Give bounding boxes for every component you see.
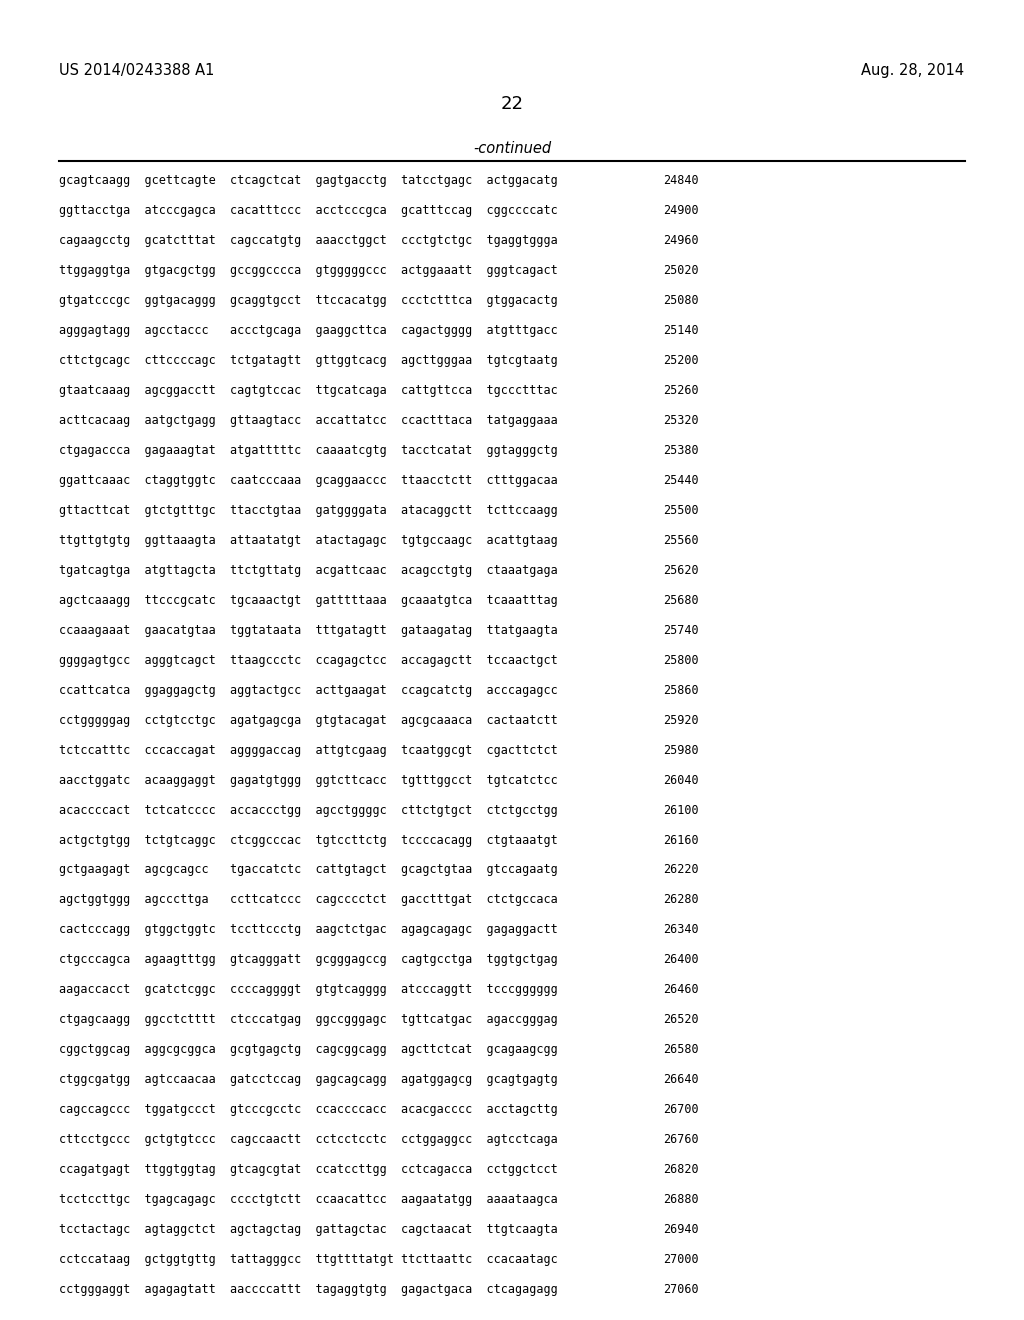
- Text: ccaaagaaat  gaacatgtaa  tggtataata  tttgatagtt  gataagatag  ttatgaagta: ccaaagaaat gaacatgtaa tggtataata tttgata…: [59, 624, 558, 636]
- Text: cactcccagg  gtggctggtc  tccttccctg  aagctctgac  agagcagagc  gagaggactt: cactcccagg gtggctggtc tccttccctg aagctct…: [59, 924, 558, 936]
- Text: 25980: 25980: [664, 743, 699, 756]
- Text: agggagtagg  agcctaccc   accctgcaga  gaaggcttca  cagactgggg  atgtttgacc: agggagtagg agcctaccc accctgcaga gaaggctt…: [59, 325, 558, 337]
- Text: gcagtcaagg  gcettcagte  ctcagctcat  gagtgacctg  tatcctgagc  actggacatg: gcagtcaagg gcettcagte ctcagctcat gagtgac…: [59, 174, 558, 187]
- Text: 25680: 25680: [664, 594, 699, 607]
- Text: ctgagaccca  gagaaagtat  atgatttttc  caaaatcgtg  tacctcatat  ggtagggctg: ctgagaccca gagaaagtat atgatttttc caaaatc…: [59, 444, 558, 457]
- Text: ttgttgtgtg  ggttaaagta  attaatatgt  atactagagc  tgtgccaagc  acattgtaag: ttgttgtgtg ggttaaagta attaatatgt atactag…: [59, 533, 558, 546]
- Text: cagaagcctg  gcatctttat  cagccatgtg  aaacctggct  ccctgtctgc  tgaggtggga: cagaagcctg gcatctttat cagccatgtg aaacctg…: [59, 234, 558, 247]
- Text: ctgagcaagg  ggcctctttt  ctcccatgag  ggccgggagc  tgttcatgac  agaccgggag: ctgagcaagg ggcctctttt ctcccatgag ggccggg…: [59, 1014, 558, 1027]
- Text: 26400: 26400: [664, 953, 699, 966]
- Text: gtgatcccgc  ggtgacaggg  gcaggtgcct  ttccacatgg  ccctctttca  gtggacactg: gtgatcccgc ggtgacaggg gcaggtgcct ttccaca…: [59, 294, 558, 308]
- Text: aacctggatc  acaaggaggt  gagatgtggg  ggtcttcacc  tgtttggcct  tgtcatctcc: aacctggatc acaaggaggt gagatgtggg ggtcttc…: [59, 774, 558, 787]
- Text: cttctgcagc  cttccccagc  tctgatagtt  gttggtcacg  agcttgggaa  tgtcgtaatg: cttctgcagc cttccccagc tctgatagtt gttggtc…: [59, 354, 558, 367]
- Text: 24960: 24960: [664, 234, 699, 247]
- Text: 26760: 26760: [664, 1133, 699, 1146]
- Text: agctcaaagg  ttcccgcatc  tgcaaactgt  gatttttaaa  gcaaatgtca  tcaaatttag: agctcaaagg ttcccgcatc tgcaaactgt gattttt…: [59, 594, 558, 607]
- Text: 24840: 24840: [664, 174, 699, 187]
- Text: agctggtggg  agcccttga   ccttcatccc  cagcccctct  gacctttgat  ctctgccaca: agctggtggg agcccttga ccttcatccc cagcccct…: [59, 894, 558, 907]
- Text: ctgcccagca  agaagtttgg  gtcagggatt  gcgggagccg  cagtgcctga  tggtgctgag: ctgcccagca agaagtttgg gtcagggatt gcgggag…: [59, 953, 558, 966]
- Text: cctgggaggt  agagagtatt  aaccccattt  tagaggtgtg  gagactgaca  ctcagagagg: cctgggaggt agagagtatt aaccccattt tagaggt…: [59, 1283, 558, 1296]
- Text: 26280: 26280: [664, 894, 699, 907]
- Text: 26820: 26820: [664, 1163, 699, 1176]
- Text: 26460: 26460: [664, 983, 699, 997]
- Text: gtaatcaaag  agcggacctt  cagtgtccac  ttgcatcaga  cattgttcca  tgccctttac: gtaatcaaag agcggacctt cagtgtccac ttgcatc…: [59, 384, 558, 397]
- Text: 25800: 25800: [664, 653, 699, 667]
- Text: 26940: 26940: [664, 1224, 699, 1236]
- Text: gttacttcat  gtctgtttgc  ttacctgtaa  gatggggata  atacaggctt  tcttccaagg: gttacttcat gtctgtttgc ttacctgtaa gatgggg…: [59, 504, 558, 517]
- Text: cagccagccc  tggatgccct  gtcccgcctc  ccaccccacc  acacgacccc  acctagcttg: cagccagccc tggatgccct gtcccgcctc ccacccc…: [59, 1104, 558, 1117]
- Text: ctggcgatgg  agtccaacaa  gatcctccag  gagcagcagg  agatggagcg  gcagtgagtg: ctggcgatgg agtccaacaa gatcctccag gagcagc…: [59, 1073, 558, 1086]
- Text: ggattcaaac  ctaggtggtc  caatcccaaa  gcaggaaccc  ttaacctctt  ctttggacaa: ggattcaaac ctaggtggtc caatcccaaa gcaggaa…: [59, 474, 558, 487]
- Text: 27000: 27000: [664, 1253, 699, 1266]
- Text: 26040: 26040: [664, 774, 699, 787]
- Text: 26160: 26160: [664, 833, 699, 846]
- Text: 25080: 25080: [664, 294, 699, 308]
- Text: 22: 22: [501, 95, 523, 114]
- Text: 25500: 25500: [664, 504, 699, 517]
- Text: acaccccact  tctcatcccc  accaccctgg  agcctggggc  cttctgtgct  ctctgcctgg: acaccccact tctcatcccc accaccctgg agcctgg…: [59, 804, 558, 817]
- Text: cctccataag  gctggtgttg  tattagggcc  ttgttttatgt ttcttaattc  ccacaatagc: cctccataag gctggtgttg tattagggcc ttgtttt…: [59, 1253, 558, 1266]
- Text: actgctgtgg  tctgtcaggc  ctcggcccac  tgtccttctg  tccccacagg  ctgtaaatgt: actgctgtgg tctgtcaggc ctcggcccac tgtcctt…: [59, 833, 558, 846]
- Text: acttcacaag  aatgctgagg  gttaagtacc  accattatcc  ccactttaca  tatgaggaaa: acttcacaag aatgctgagg gttaagtacc accatta…: [59, 414, 558, 426]
- Text: 25740: 25740: [664, 624, 699, 636]
- Text: tcctactagc  agtaggctct  agctagctag  gattagctac  cagctaacat  ttgtcaagta: tcctactagc agtaggctct agctagctag gattagc…: [59, 1224, 558, 1236]
- Text: 25020: 25020: [664, 264, 699, 277]
- Text: 26220: 26220: [664, 863, 699, 876]
- Text: 25860: 25860: [664, 684, 699, 697]
- Text: 25260: 25260: [664, 384, 699, 397]
- Text: ggggagtgcc  agggtcagct  ttaagccctc  ccagagctcc  accagagctt  tccaactgct: ggggagtgcc agggtcagct ttaagccctc ccagagc…: [59, 653, 558, 667]
- Text: gctgaagagt  agcgcagcc   tgaccatctc  cattgtagct  gcagctgtaa  gtccagaatg: gctgaagagt agcgcagcc tgaccatctc cattgtag…: [59, 863, 558, 876]
- Text: 26640: 26640: [664, 1073, 699, 1086]
- Text: 25140: 25140: [664, 325, 699, 337]
- Text: 24900: 24900: [664, 205, 699, 218]
- Text: US 2014/0243388 A1: US 2014/0243388 A1: [59, 63, 215, 78]
- Text: 27060: 27060: [664, 1283, 699, 1296]
- Text: 25560: 25560: [664, 533, 699, 546]
- Text: 25440: 25440: [664, 474, 699, 487]
- Text: 26700: 26700: [664, 1104, 699, 1117]
- Text: 26880: 26880: [664, 1193, 699, 1206]
- Text: 25320: 25320: [664, 414, 699, 426]
- Text: cttcctgccc  gctgtgtccc  cagccaactt  cctcctcctc  cctggaggcc  agtcctcaga: cttcctgccc gctgtgtccc cagccaactt cctcctc…: [59, 1133, 558, 1146]
- Text: ccagatgagt  ttggtggtag  gtcagcgtat  ccatccttgg  cctcagacca  cctggctcct: ccagatgagt ttggtggtag gtcagcgtat ccatcct…: [59, 1163, 558, 1176]
- Text: Aug. 28, 2014: Aug. 28, 2014: [861, 63, 965, 78]
- Text: 25200: 25200: [664, 354, 699, 367]
- Text: -continued: -continued: [473, 141, 551, 156]
- Text: 26520: 26520: [664, 1014, 699, 1027]
- Text: ttggaggtga  gtgacgctgg  gccggcccca  gtgggggccc  actggaaatt  gggtcagact: ttggaggtga gtgacgctgg gccggcccca gtggggg…: [59, 264, 558, 277]
- Text: 26340: 26340: [664, 924, 699, 936]
- Text: 26100: 26100: [664, 804, 699, 817]
- Text: ccattcatca  ggaggagctg  aggtactgcc  acttgaagat  ccagcatctg  acccagagcc: ccattcatca ggaggagctg aggtactgcc acttgaa…: [59, 684, 558, 697]
- Text: tgatcagtga  atgttagcta  ttctgttatg  acgattcaac  acagcctgtg  ctaaatgaga: tgatcagtga atgttagcta ttctgttatg acgattc…: [59, 564, 558, 577]
- Text: tctccatttc  cccaccagat  aggggaccag  attgtcgaag  tcaatggcgt  cgacttctct: tctccatttc cccaccagat aggggaccag attgtcg…: [59, 743, 558, 756]
- Text: 25920: 25920: [664, 714, 699, 726]
- Text: aagaccacct  gcatctcggc  ccccaggggt  gtgtcagggg  atcccaggtt  tcccgggggg: aagaccacct gcatctcggc ccccaggggt gtgtcag…: [59, 983, 558, 997]
- Text: cggctggcag  aggcgcggca  gcgtgagctg  cagcggcagg  agcttctcat  gcagaagcgg: cggctggcag aggcgcggca gcgtgagctg cagcggc…: [59, 1043, 558, 1056]
- Text: 25380: 25380: [664, 444, 699, 457]
- Text: 26580: 26580: [664, 1043, 699, 1056]
- Text: cctgggggag  cctgtcctgc  agatgagcga  gtgtacagat  agcgcaaaca  cactaatctt: cctgggggag cctgtcctgc agatgagcga gtgtaca…: [59, 714, 558, 726]
- Text: 25620: 25620: [664, 564, 699, 577]
- Text: tcctccttgc  tgagcagagc  cccctgtctt  ccaacattcc  aagaatatgg  aaaataagca: tcctccttgc tgagcagagc cccctgtctt ccaacat…: [59, 1193, 558, 1206]
- Text: ggttacctga  atcccgagca  cacatttccc  acctcccgca  gcatttccag  cggccccatc: ggttacctga atcccgagca cacatttccc acctccc…: [59, 205, 558, 218]
